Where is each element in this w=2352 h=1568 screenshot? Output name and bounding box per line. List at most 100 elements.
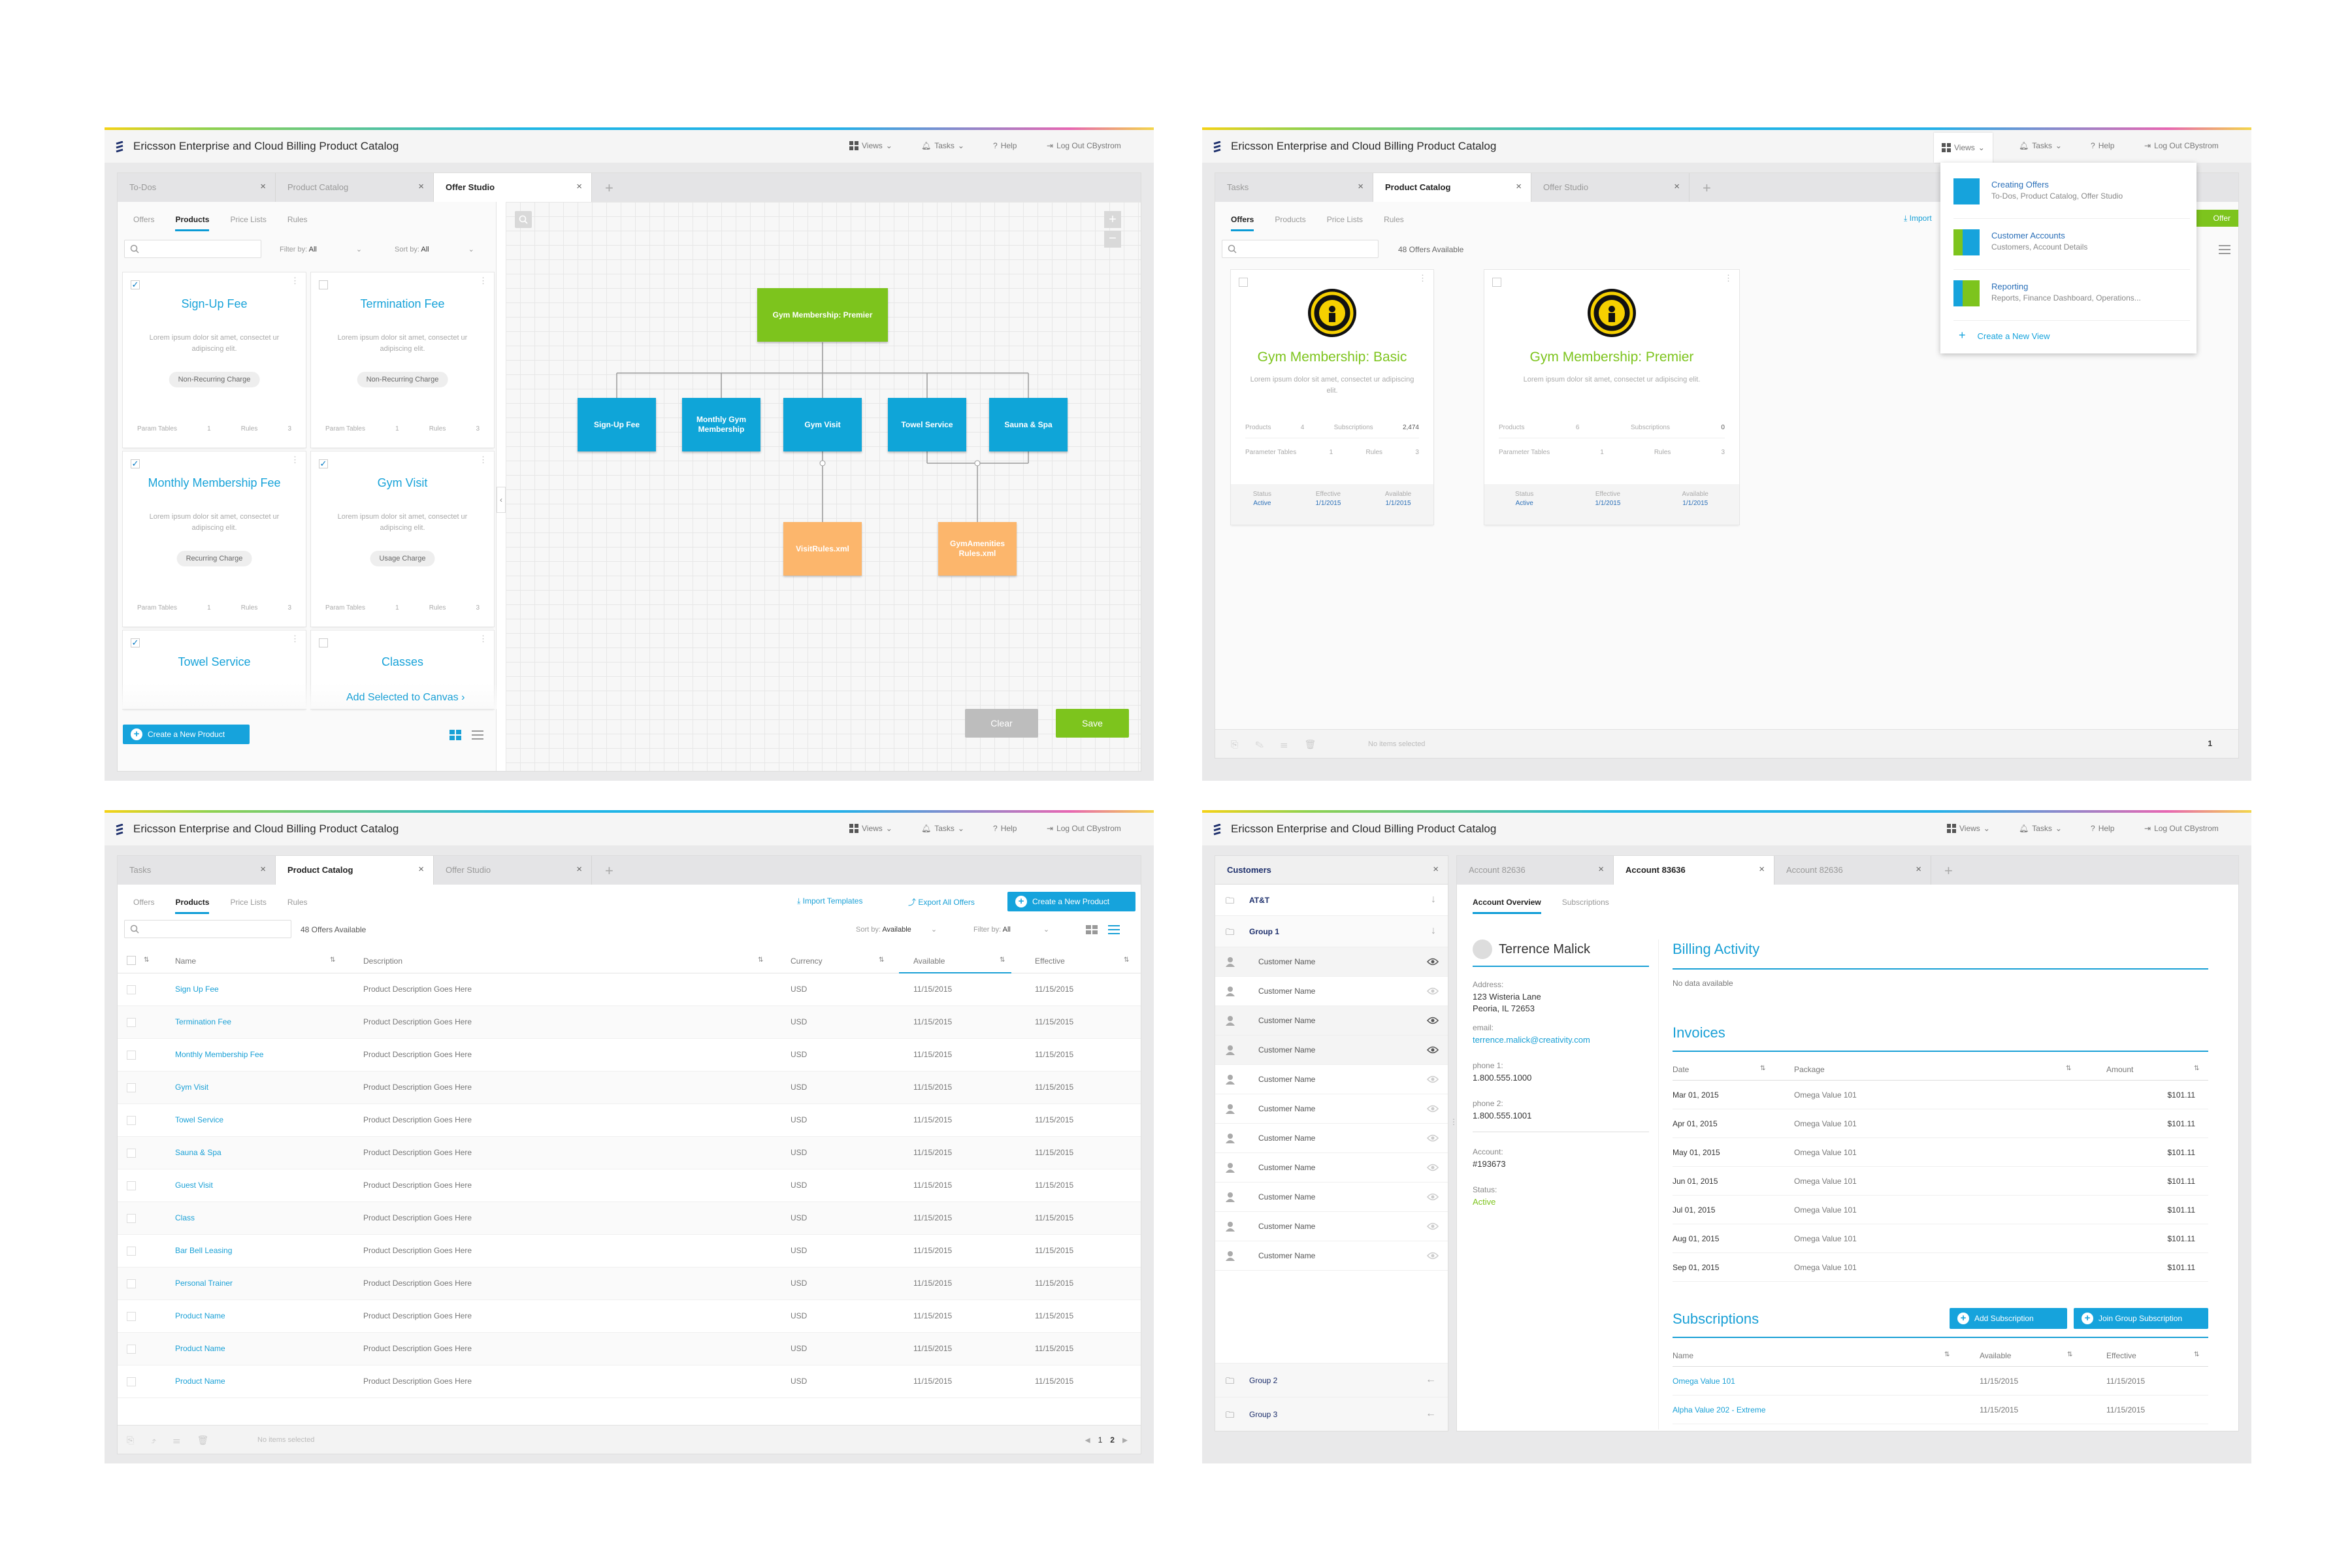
drag-handle-icon[interactable]: ⋮ [291,455,299,465]
tab-tasks[interactable]: Tasks × [1215,173,1373,202]
tasks-menu[interactable]: 🔔︎ Tasks ⌄ [921,824,964,833]
view-option-creating-offers[interactable]: Creating Offers To-Dos, Product Catalog, … [1953,172,2190,219]
row-checkbox[interactable] [127,1181,136,1190]
customer-row[interactable]: Customer Name [1215,1124,1448,1153]
row-checkbox[interactable] [127,1116,136,1125]
sort-icon[interactable]: ⇅ [758,956,764,964]
create-product-button[interactable]: + Create a New Product [123,725,250,744]
close-icon[interactable]: × [1674,181,1680,192]
subnav-price-lists[interactable]: Price Lists [230,898,267,907]
customer-row[interactable]: Customer Name [1215,977,1448,1006]
search-input[interactable] [1222,240,1379,258]
row-checkbox[interactable] [127,985,136,994]
eye-icon[interactable] [1427,1193,1439,1201]
product-card[interactable]: ✓ ⋮ Sign-Up Fee Lorem ipsum dolor sit ame… [123,272,306,448]
product-name-link[interactable]: Monthly Membership Fee [175,1050,264,1059]
close-icon[interactable]: × [1598,864,1604,875]
table-row[interactable]: Bar Bell Leasing Product Description Goes… [118,1235,1141,1267]
grid-view-icon[interactable] [1086,925,1098,934]
invoice-row[interactable]: Aug 01, 2015 Omega Value 101 $101.11 [1673,1224,2208,1253]
help-link[interactable]: ? Help [993,824,1017,833]
add-subscription-button[interactable]: + Add Subscription [1950,1308,2067,1329]
offer-canvas[interactable]: + − Gym Membership: Premier Sign-Up Fee … [506,202,1141,771]
invoice-row[interactable]: Mar 01, 2015 Omega Value 101 $101.11 [1673,1081,2208,1109]
card-checkbox[interactable]: ✓ [131,280,140,289]
table-row[interactable]: Personal Trainer Product Description Goes… [118,1267,1141,1300]
table-row[interactable]: Gym Visit Product Description Goes Here US… [118,1071,1141,1104]
drag-handle-icon[interactable]: ⋮ [1724,273,1733,283]
customer-row[interactable]: Customer Name [1215,1006,1448,1036]
zoom-in-button[interactable]: + [1104,211,1121,228]
customer-row[interactable]: Customer Name [1215,1153,1448,1183]
tab-offer-studio[interactable]: Offer Studio × [1531,173,1690,202]
invoice-row[interactable]: Sep 01, 2015 Omega Value 101 $101.11 [1673,1253,2208,1282]
row-checkbox[interactable] [127,1345,136,1354]
close-icon[interactable]: × [1433,864,1439,875]
page-2[interactable]: 2 [1110,1435,1115,1445]
drag-handle-icon[interactable]: ⋮ [291,276,299,286]
sort-icon[interactable]: ⇅ [1944,1351,1950,1358]
logout-link[interactable]: ⇥ Log Out CBystrom [2144,141,2219,150]
customer-row[interactable]: Customer Name [1215,1241,1448,1271]
table-row[interactable]: Sauna & Spa Product Description Goes Here… [118,1137,1141,1169]
filter-dropdown[interactable]: Filter by: All ⌄ [280,246,363,253]
tab-product-catalog[interactable]: Product Catalog × [276,856,434,885]
row-checkbox[interactable] [127,1377,136,1386]
eye-icon[interactable] [1427,1105,1439,1113]
row-checkbox[interactable] [127,1279,136,1288]
invoice-row[interactable]: May 01, 2015 Omega Value 101 $101.11 [1673,1138,2208,1167]
views-menu[interactable]: Views ⌄ [849,824,892,833]
row-checkbox[interactable] [127,1083,136,1092]
subnav-price-lists[interactable]: Price Lists [1326,215,1364,224]
views-menu[interactable]: Views ⌄ [1947,824,1990,833]
view-option-reporting[interactable]: Reporting Reports, Finance Dashboard, Ope… [1953,274,2190,321]
col-available-header[interactable]: Available [913,956,945,966]
search-input[interactable] [124,240,261,258]
subnav-products[interactable]: Products [175,215,210,231]
subnav-offers[interactable]: Offers [133,215,155,224]
card-checkbox[interactable]: ✓ [319,459,328,468]
join-group-subscription-button[interactable]: + Join Group Subscription [2074,1308,2208,1329]
subscription-row[interactable]: Alpha Value 202 - Extreme 11/15/2015 11/15… [1673,1396,2208,1424]
table-row[interactable]: Class Product Description Goes Here USD 11/… [118,1202,1141,1235]
select-all-checkbox[interactable] [127,956,136,965]
invoice-row[interactable]: Jun 01, 2015 Omega Value 101 $101.11 [1673,1167,2208,1196]
sort-icon[interactable]: ⇅ [2067,1351,2073,1358]
drag-handle-icon[interactable]: ⋮ [479,634,487,644]
help-link[interactable]: ? Help [2091,824,2115,833]
next-page-icon[interactable]: ▸ [1122,1435,1128,1446]
sort-icon[interactable]: ⇅ [2066,1065,2072,1072]
product-name-link[interactable]: Class [175,1213,195,1222]
product-name-link[interactable]: Towel Service [175,1115,224,1124]
arrow-left-icon[interactable]: ← [1426,1374,1436,1385]
filter-dropdown[interactable]: Filter by: All ⌄ [973,926,1050,934]
product-name-link[interactable]: Product Name [175,1377,225,1386]
table-row[interactable]: Towel Service Product Description Goes He… [118,1104,1141,1137]
card-checkbox[interactable]: ✓ [131,638,140,647]
col-effective-header[interactable]: Effective [1035,956,1065,966]
offer-root-node[interactable]: Gym Membership: Premier [757,288,888,342]
drag-handle-icon[interactable]: ⋮ [479,276,487,286]
tab-todos[interactable]: To-Dos × [118,173,276,202]
arrow-left-icon[interactable]: ← [1426,1408,1436,1419]
col-description-header[interactable]: Description [363,956,403,966]
card-checkbox[interactable] [319,280,328,289]
product-name-link[interactable]: Sauna & Spa [175,1148,221,1157]
tasks-menu[interactable]: 🔔︎ Tasks ⌄ [2019,824,2062,833]
eye-icon[interactable] [1427,1252,1439,1260]
tab-offer-studio[interactable]: Offer Studio × [434,856,592,885]
close-icon[interactable]: × [1916,864,1921,875]
sort-icon[interactable]: ⇅ [1760,1065,1766,1072]
subnav-account-overview[interactable]: Account Overview [1473,898,1541,914]
view-option-customer-accounts[interactable]: Customer Accounts Customers, Account Deta… [1953,223,2190,270]
product-name-link[interactable]: Product Name [175,1344,225,1353]
add-tab-icon[interactable]: + [1944,862,1953,879]
card-checkbox[interactable] [319,638,328,647]
tasks-menu[interactable]: 🔔︎ Tasks ⌄ [921,141,964,150]
save-button[interactable]: Save [1056,709,1129,738]
product-name-link[interactable]: Personal Trainer [175,1279,233,1288]
subnav-subscriptions[interactable]: Subscriptions [1561,898,1609,907]
help-link[interactable]: ? Help [993,141,1017,150]
zoom-search-button[interactable] [515,211,532,228]
product-card[interactable]: ✓ ⋮ Monthly Membership Fee Lorem ipsum do… [123,451,306,627]
